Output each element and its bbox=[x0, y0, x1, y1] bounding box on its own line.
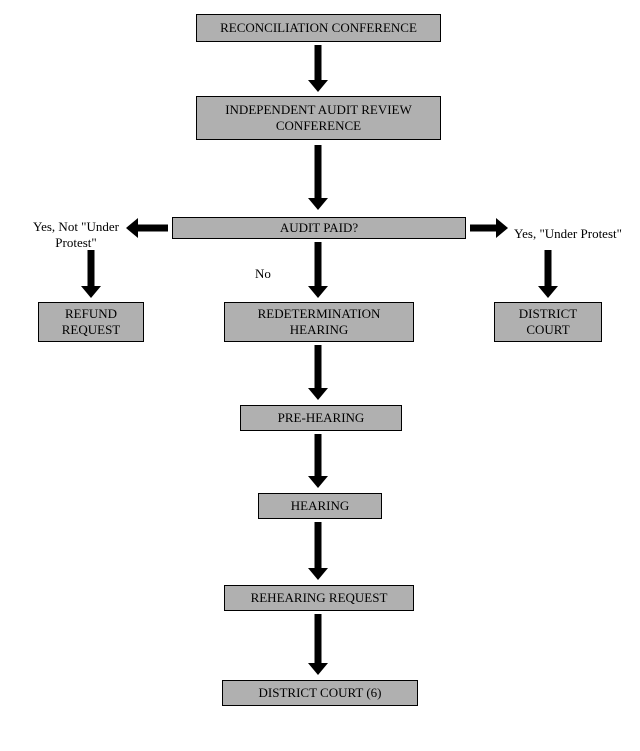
arrow-down bbox=[306, 230, 330, 310]
label-text: Yes, "Under Protest" bbox=[514, 226, 622, 241]
label-no: No bbox=[248, 266, 278, 282]
node-label: INDEPENDENT AUDIT REVIEW CONFERENCE bbox=[201, 102, 436, 133]
arrow-down bbox=[306, 602, 330, 687]
node-label: REFUND REQUEST bbox=[43, 306, 139, 337]
arrow-left bbox=[114, 216, 180, 240]
node-label: DISTRICT COURT bbox=[499, 306, 597, 337]
arrow-down bbox=[79, 238, 103, 310]
label-text: No bbox=[255, 266, 271, 281]
label-text: Yes, Not "Under Protest" bbox=[33, 219, 119, 250]
arrow-down bbox=[306, 333, 330, 412]
arrow-down bbox=[306, 133, 330, 222]
node-label: DISTRICT COURT (6) bbox=[259, 685, 382, 701]
arrow-down bbox=[306, 33, 330, 104]
arrow-down bbox=[306, 422, 330, 500]
arrow-down bbox=[536, 238, 560, 310]
arrow-down bbox=[306, 510, 330, 592]
arrow-right bbox=[458, 216, 520, 240]
